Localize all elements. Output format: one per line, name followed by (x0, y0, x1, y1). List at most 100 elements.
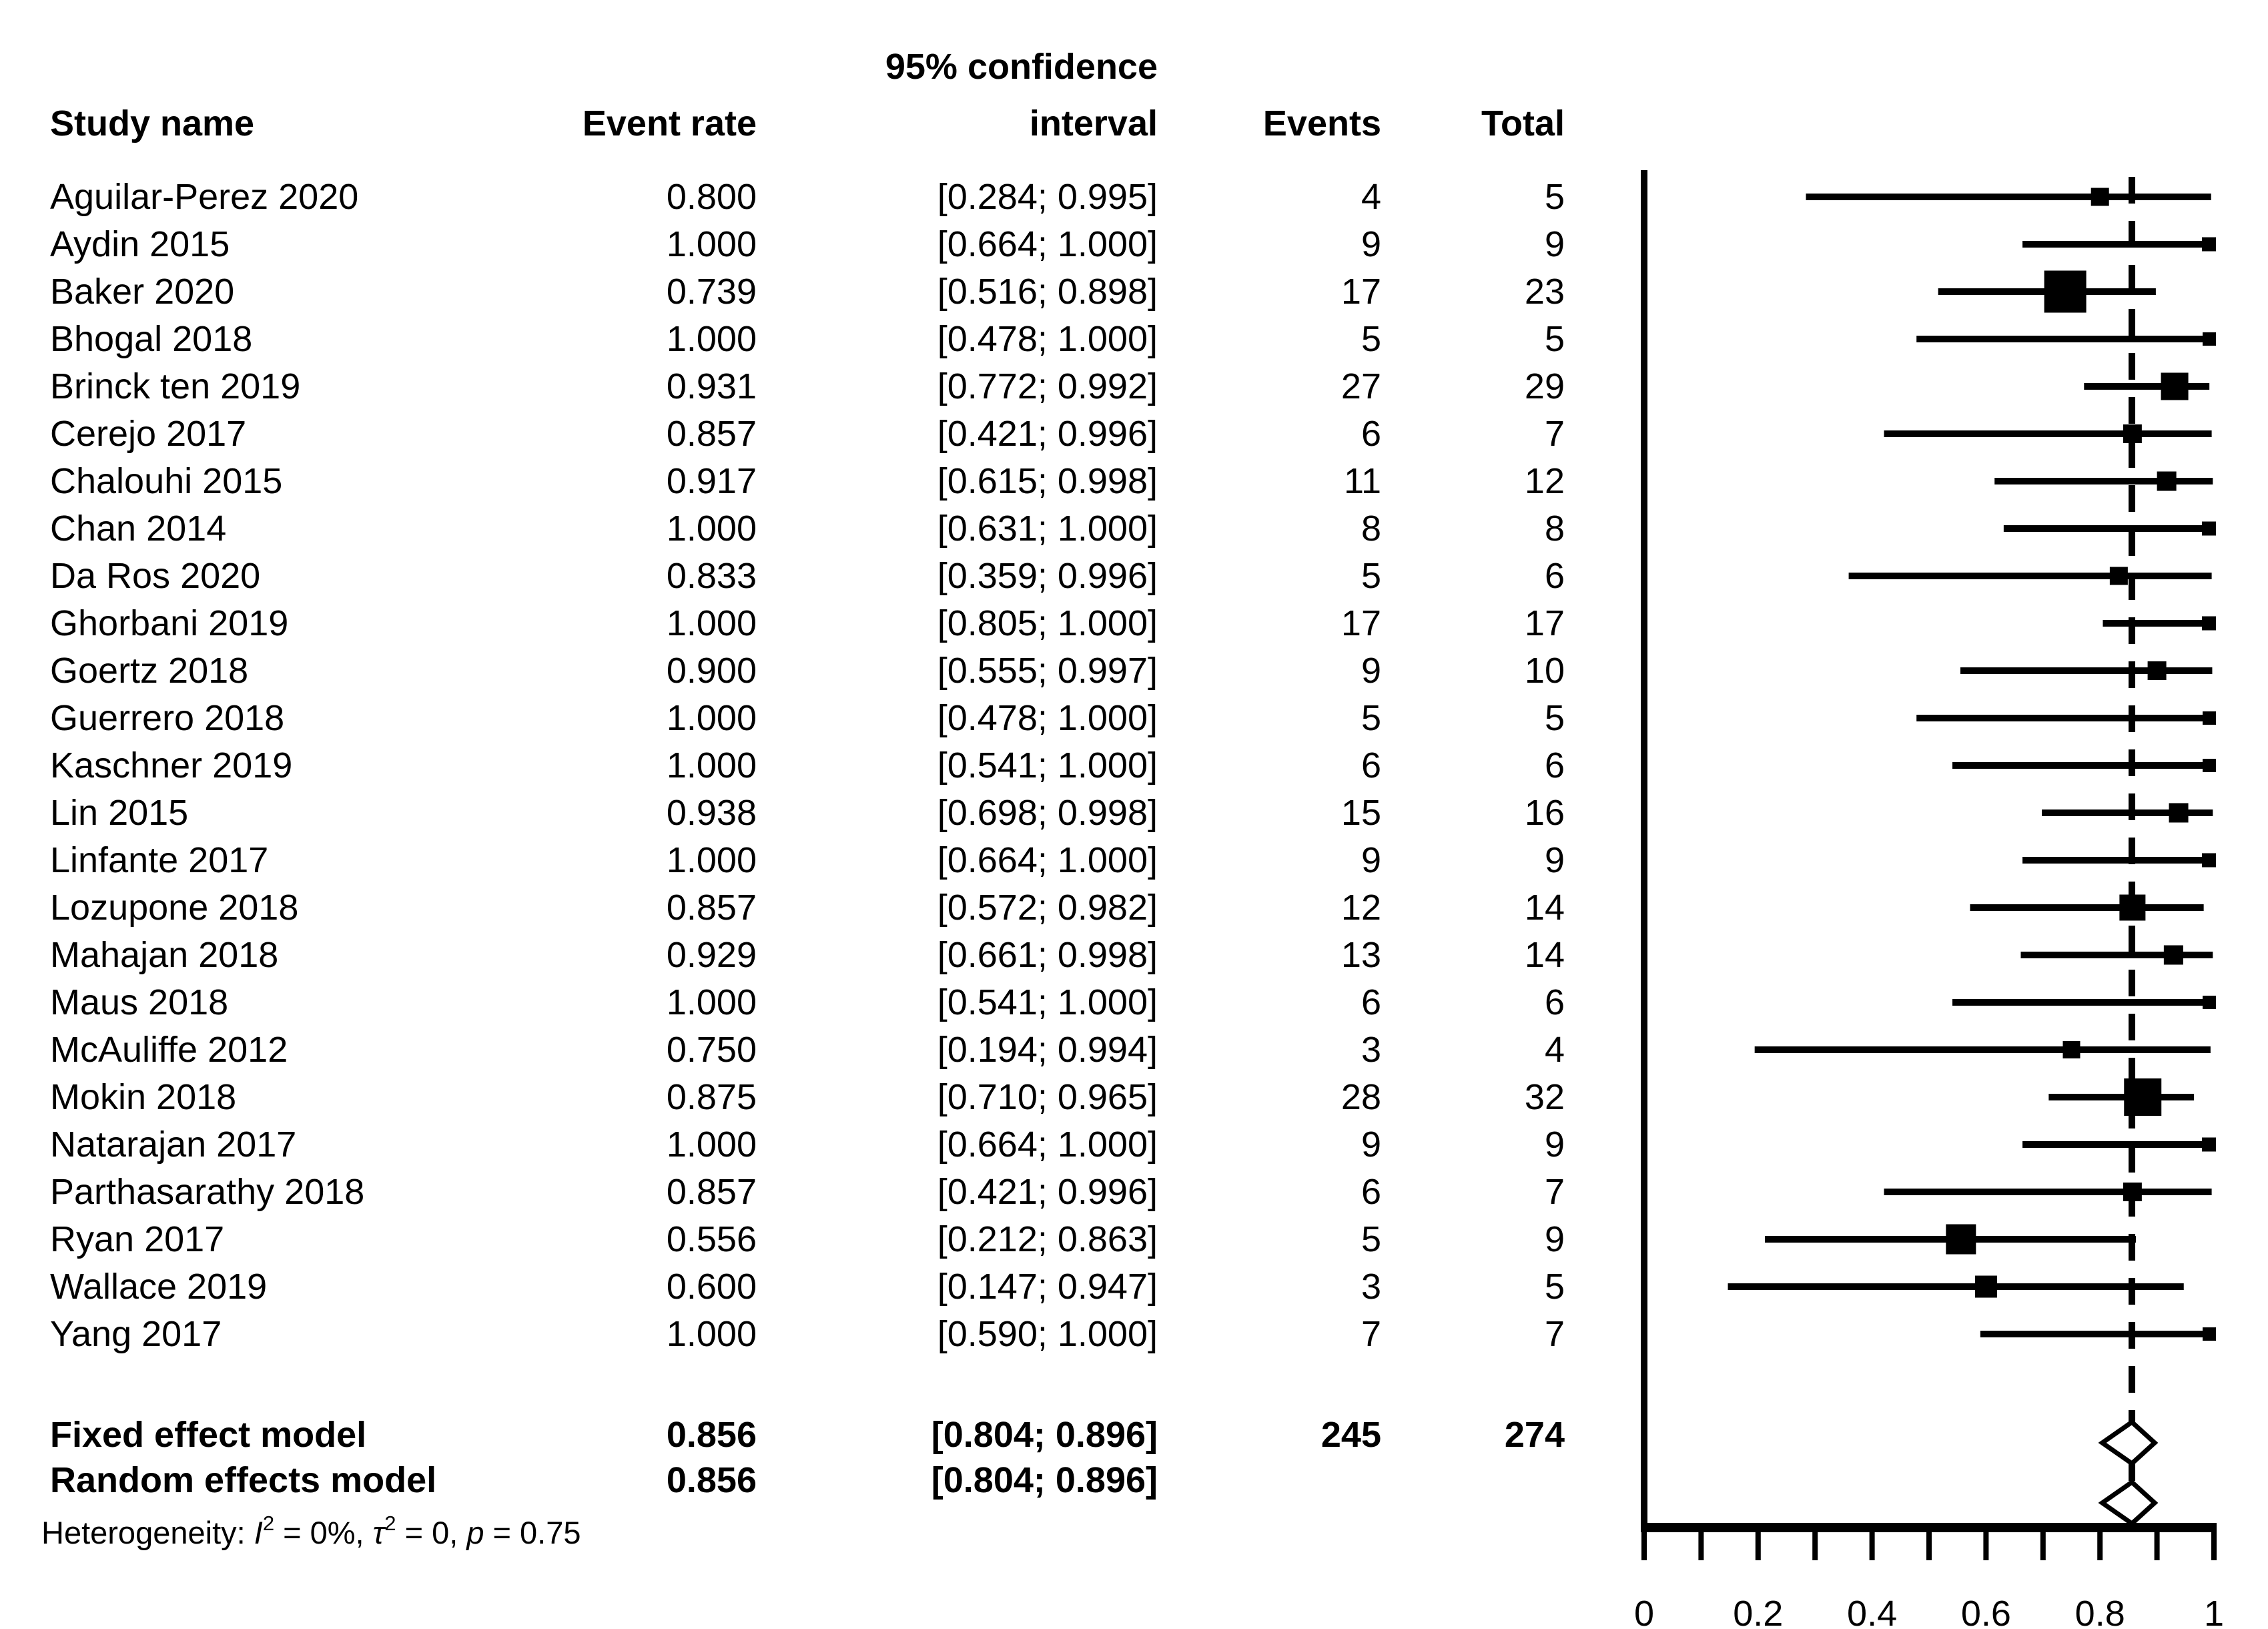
events-cell: 9 (1361, 1124, 1381, 1165)
summary-diamond (2098, 1479, 2159, 1527)
events-cell: 27 (1341, 366, 1381, 406)
table-row: Kaschner 2019 1.000 [0.541; 1.000] 6 6 (0, 743, 2268, 788)
event-rate-cell: 0.856 (666, 1415, 757, 1455)
ci-cell: [0.664; 1.000] (937, 840, 1158, 880)
axis-tick-label: 0.2 (1733, 1594, 1783, 1629)
study-name-cell: Natarajan 2017 (50, 1124, 297, 1165)
table-row: Natarajan 2017 1.000 [0.664; 1.000] 9 9 (0, 1122, 2268, 1167)
study-name-cell: Goertz 2018 (50, 651, 249, 691)
total-cell: 6 (1544, 745, 1565, 785)
events-cell: 5 (1361, 319, 1381, 359)
summary-label-cell: Fixed effect model (50, 1415, 367, 1455)
ci-cell: [0.478; 1.000] (937, 698, 1158, 738)
event-rate-cell: 1.000 (666, 982, 757, 1022)
event-rate-cell: 0.556 (666, 1219, 757, 1259)
total-header: Total (1481, 103, 1565, 143)
ci-cell: [0.805; 1.000] (937, 603, 1158, 643)
effect-marker (2203, 332, 2216, 346)
event-rate-cell: 0.600 (666, 1267, 757, 1307)
ci-cell: [0.541; 1.000] (937, 982, 1158, 1022)
effect-marker (2062, 1041, 2081, 1058)
total-cell: 274 (1504, 1415, 1565, 1455)
header-row-2: Study name Event rate interval Events To… (0, 101, 2268, 146)
total-cell: 5 (1544, 177, 1565, 217)
total-cell: 5 (1544, 319, 1565, 359)
total-cell: 12 (1524, 461, 1565, 501)
event-rate-cell: 1.000 (666, 509, 757, 549)
events-cell: 9 (1361, 224, 1381, 264)
event-rate-cell: 1.000 (666, 745, 757, 785)
ci-cell: [0.631; 1.000] (937, 509, 1158, 549)
ci-cell: [0.516; 0.898] (937, 272, 1158, 312)
heterogeneity-text: Heterogeneity: (41, 1515, 254, 1550)
total-cell: 16 (1524, 793, 1565, 833)
summary-row: Random effects model 0.856 [0.804; 0.896] (0, 1457, 2268, 1503)
ci-cell: [0.421; 0.996] (937, 1172, 1158, 1212)
heterogeneity-text: 2 (384, 1512, 396, 1535)
study-name-cell: Chan 2014 (50, 509, 227, 549)
study-name-cell: Bhogal 2018 (50, 319, 253, 359)
ci-cell: [0.664; 1.000] (937, 1124, 1158, 1165)
heterogeneity-text: = 0.75 (484, 1515, 581, 1550)
study-name-cell: Aydin 2015 (50, 224, 230, 264)
effect-marker (2091, 188, 2109, 206)
event-rate-cell: 0.857 (666, 414, 757, 454)
study-name-cell: Yang 2017 (50, 1314, 222, 1354)
event-rate-cell: 0.929 (666, 935, 757, 975)
events-cell: 13 (1341, 935, 1381, 975)
study-name-cell: Da Ros 2020 (50, 556, 261, 596)
ci-cell: [0.772; 0.992] (937, 366, 1158, 406)
ci-cell: [0.572; 0.982] (937, 888, 1158, 928)
table-row: Wallace 2019 0.600 [0.147; 0.947] 3 5 (0, 1264, 2268, 1309)
effect-marker (2202, 616, 2216, 631)
effect-marker (2044, 270, 2087, 313)
table-row: Maus 2018 1.000 [0.541; 1.000] 6 6 (0, 980, 2268, 1025)
axis-tick-label: 0.6 (1961, 1594, 2011, 1629)
event-rate-header: Event rate (582, 103, 757, 143)
heterogeneity-text: 2 (262, 1512, 275, 1535)
events-cell: 12 (1341, 888, 1381, 928)
event-rate-cell: 0.739 (666, 272, 757, 312)
table-row: Bhogal 2018 1.000 [0.478; 1.000] 5 5 (0, 316, 2268, 362)
table-row: Guerrero 2018 1.000 [0.478; 1.000] 5 5 (0, 695, 2268, 741)
table-row: Linfante 2017 1.000 [0.664; 1.000] 9 9 (0, 838, 2268, 883)
event-rate-cell: 0.857 (666, 1172, 757, 1212)
events-cell: 5 (1361, 556, 1381, 596)
event-rate-cell: 1.000 (666, 224, 757, 264)
table-row: Chalouhi 2015 0.917 [0.615; 0.998] 11 12 (0, 458, 2268, 504)
study-name-cell: Guerrero 2018 (50, 698, 285, 738)
events-cell: 6 (1361, 745, 1381, 785)
event-rate-cell: 0.931 (666, 366, 757, 406)
events-cell: 3 (1361, 1030, 1381, 1070)
table-row: Ryan 2017 0.556 [0.212; 0.863] 5 9 (0, 1217, 2268, 1262)
ci-cell: [0.147; 0.947] (937, 1267, 1158, 1307)
table-row: Baker 2020 0.739 [0.516; 0.898] 17 23 (0, 269, 2268, 314)
total-cell: 6 (1544, 982, 1565, 1022)
study-name-cell: Maus 2018 (50, 982, 229, 1022)
effect-marker (2157, 471, 2177, 491)
ci-cell: [0.541; 1.000] (937, 745, 1158, 785)
ci-cell: [0.710; 0.965] (937, 1077, 1158, 1117)
effect-marker (2169, 803, 2189, 823)
ci-cell: [0.421; 0.996] (937, 414, 1158, 454)
table-row: Yang 2017 1.000 [0.590; 1.000] 7 7 (0, 1311, 2268, 1357)
total-cell: 9 (1544, 1124, 1565, 1165)
study-name-cell: Mahajan 2018 (50, 935, 279, 975)
event-rate-cell: 0.875 (666, 1077, 757, 1117)
total-cell: 14 (1524, 935, 1565, 975)
events-cell: 17 (1341, 603, 1381, 643)
total-cell: 23 (1524, 272, 1565, 312)
ci-header-line1: 95% confidence (885, 47, 1158, 87)
table-row: Chan 2014 1.000 [0.631; 1.000] 8 8 (0, 506, 2268, 551)
event-rate-cell: 1.000 (666, 1124, 757, 1165)
effect-marker (2123, 424, 2142, 443)
study-name-cell: Kaschner 2019 (50, 745, 293, 785)
table-row: Da Ros 2020 0.833 [0.359; 0.996] 5 6 (0, 553, 2268, 599)
ci-cell: [0.615; 0.998] (937, 461, 1158, 501)
total-cell: 5 (1544, 698, 1565, 738)
effect-marker (2163, 945, 2183, 965)
ci-cell: [0.194; 0.994] (937, 1030, 1158, 1070)
ci-cell: [0.698; 0.998] (937, 793, 1158, 833)
effect-marker (2109, 567, 2128, 585)
